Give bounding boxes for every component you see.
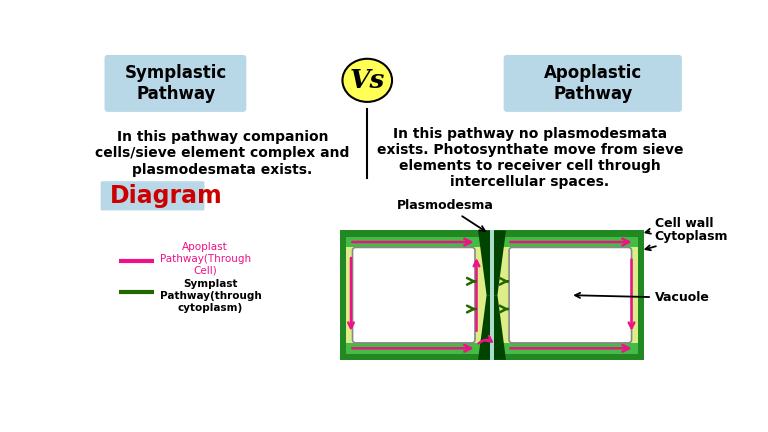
Bar (346, 237, 637, 354)
Text: In this pathway no plasmodesmata
exists. Photosynthate move from sieve
elements : In this pathway no plasmodesmata exists.… (377, 127, 684, 189)
Text: Symplast
Pathway(through
cytoplasm): Symplast Pathway(through cytoplasm) (160, 280, 261, 312)
Bar (346, 237, 637, 248)
Bar (490, 231, 495, 360)
Text: Symplastic
Pathway: Symplastic Pathway (124, 64, 227, 103)
Text: Apoplast
Pathway(Through
Cell): Apoplast Pathway(Through Cell) (160, 242, 250, 276)
FancyBboxPatch shape (101, 181, 204, 210)
Text: In this pathway companion
cells/sieve element complex and
plasmodesmata exists.: In this pathway companion cells/sieve el… (95, 130, 349, 177)
FancyBboxPatch shape (504, 55, 682, 112)
FancyBboxPatch shape (104, 55, 247, 112)
FancyBboxPatch shape (509, 248, 631, 343)
Text: Vs: Vs (349, 68, 385, 93)
Bar (346, 343, 637, 354)
Polygon shape (478, 231, 506, 295)
Bar (340, 231, 644, 360)
Text: Cell wall: Cell wall (645, 216, 713, 234)
FancyBboxPatch shape (353, 248, 475, 343)
Text: Apoplastic
Pathway: Apoplastic Pathway (544, 64, 642, 103)
Text: Cytoplasm: Cytoplasm (645, 230, 728, 250)
Text: Plasmodesma: Plasmodesma (397, 199, 494, 231)
Polygon shape (478, 295, 506, 360)
Text: Vacuole: Vacuole (575, 291, 710, 304)
Text: Diagram: Diagram (110, 184, 223, 208)
Ellipse shape (343, 59, 392, 102)
